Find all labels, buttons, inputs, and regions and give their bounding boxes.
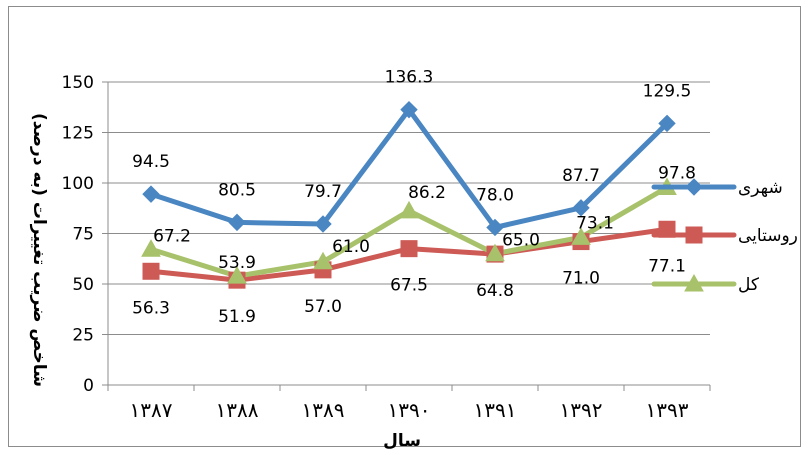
data-label: 136.3: [385, 68, 434, 88]
series-marker-diamond: [228, 213, 246, 232]
data-label: 67.5: [390, 276, 428, 296]
y-tick-label: 150: [62, 73, 94, 93]
x-axis-title: سال: [383, 431, 421, 451]
y-tick-label: 100: [62, 174, 94, 194]
data-label: 53.9: [218, 253, 256, 273]
series-marker-triangle: [684, 273, 704, 292]
data-label: 94.5: [132, 152, 170, 172]
series-marker-triangle: [141, 239, 161, 257]
series-marker-square: [142, 262, 160, 280]
series-marker-triangle: [571, 227, 591, 245]
legend-label: روستایی: [738, 226, 798, 246]
series-marker-triangle: [227, 266, 247, 284]
y-tick-label: 125: [62, 124, 94, 144]
data-label: 80.5: [218, 180, 256, 200]
axes: 0 25 50 75 100 125 150 ۱۳۸۷ ۱۳۸۸ ۱۳۸۹ ۱۳۹۰ ۱۳۹۱ ۱۳۹۲…: [62, 73, 711, 422]
series-marker-square: [400, 240, 418, 258]
legend: شهری روستایی کل: [651, 178, 798, 295]
y-axis-title: شاخص ضریب تغییرات (به درصد): [29, 113, 49, 387]
legend-label: شهری: [738, 178, 783, 198]
data-label: 51.9: [218, 307, 256, 327]
data-label: 61.0: [332, 237, 370, 257]
x-tick-label: ۱۳۸۷: [130, 398, 173, 422]
data-label: 77.1: [648, 256, 686, 276]
data-label: 86.2: [408, 183, 446, 203]
data-label: 129.5: [643, 81, 692, 101]
data-label: 67.2: [153, 226, 191, 246]
data-label: 57.0: [304, 297, 342, 317]
series-marker-diamond: [685, 178, 703, 196]
series-marker-triangle: [399, 200, 419, 219]
y-tick-label: 25: [72, 326, 94, 346]
series-marker-diamond: [572, 199, 590, 217]
data-label: 64.8: [476, 281, 514, 301]
data-label: 56.3: [132, 298, 170, 318]
data-label: 79.7: [304, 182, 342, 202]
x-tick-label: ۱۳۹۳: [646, 398, 689, 422]
legend-label: کل: [738, 275, 760, 295]
x-tick-label: ۱۳۸۸: [216, 398, 259, 422]
y-tick-label: 75: [72, 225, 94, 245]
series-marker-diamond: [400, 100, 418, 119]
x-tick-label: ۱۳۹۱: [474, 398, 517, 422]
series-marker-diamond: [142, 185, 160, 203]
series-marker-square: [685, 226, 703, 244]
y-tick-label: 0: [83, 376, 94, 396]
data-label: 78.0: [476, 185, 514, 205]
data-label: 65.0: [502, 231, 540, 251]
series-marker-triangle: [485, 243, 505, 262]
data-labels: 94.5 80.5 79.7 136.3 78.0 87.7 129.5 56.3 51.9 57…: [132, 68, 696, 327]
x-tick-label: ۱۳۹۲: [560, 398, 603, 422]
y-tick-label: 50: [72, 275, 94, 295]
x-tick-label: ۱۳۹۰: [388, 398, 431, 422]
series-marker-diamond: [486, 218, 504, 237]
data-label: 87.7: [562, 166, 600, 186]
data-label: 73.1: [576, 213, 614, 233]
series-marker-triangle: [313, 251, 333, 270]
series-marker-diamond: [658, 114, 676, 133]
data-label: 71.0: [562, 269, 600, 289]
x-tick-label: ۱۳۸۹: [302, 398, 345, 422]
series-marker-diamond: [314, 215, 332, 233]
grid-lines: [108, 81, 710, 386]
data-label: 97.8: [658, 163, 696, 183]
series-markers: [141, 100, 677, 289]
